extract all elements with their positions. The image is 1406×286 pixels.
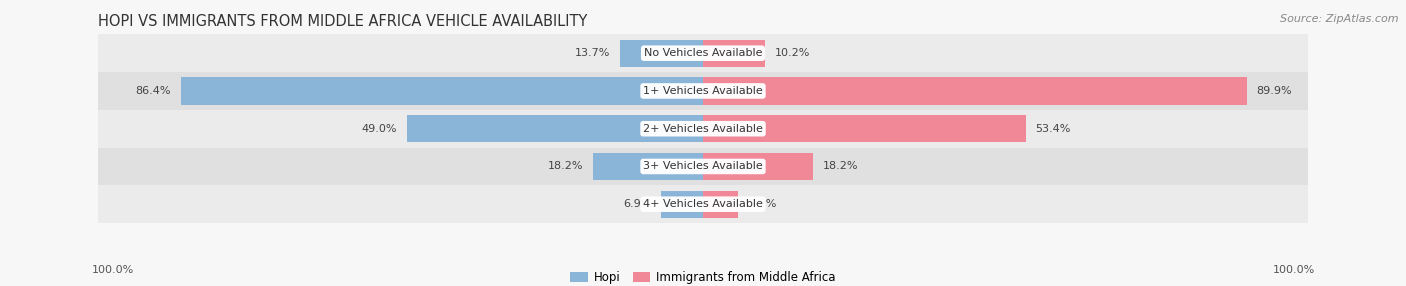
Text: 1+ Vehicles Available: 1+ Vehicles Available: [643, 86, 763, 96]
Bar: [593, 153, 703, 180]
Text: 100.0%: 100.0%: [91, 265, 134, 275]
Bar: [661, 190, 703, 218]
Bar: [98, 148, 1308, 185]
Bar: [703, 153, 813, 180]
Text: 10.2%: 10.2%: [775, 48, 810, 58]
Text: 18.2%: 18.2%: [548, 162, 583, 171]
Bar: [620, 39, 703, 67]
Bar: [98, 72, 1308, 110]
Text: 18.2%: 18.2%: [823, 162, 858, 171]
Text: 89.9%: 89.9%: [1256, 86, 1292, 96]
Text: 49.0%: 49.0%: [361, 124, 396, 134]
Text: 13.7%: 13.7%: [575, 48, 610, 58]
Text: 3+ Vehicles Available: 3+ Vehicles Available: [643, 162, 763, 171]
Bar: [703, 115, 1026, 142]
Bar: [703, 77, 1247, 105]
Text: 5.8%: 5.8%: [748, 199, 776, 209]
Bar: [98, 34, 1308, 72]
Text: HOPI VS IMMIGRANTS FROM MIDDLE AFRICA VEHICLE AVAILABILITY: HOPI VS IMMIGRANTS FROM MIDDLE AFRICA VE…: [98, 14, 588, 29]
Text: No Vehicles Available: No Vehicles Available: [644, 48, 762, 58]
Text: 4+ Vehicles Available: 4+ Vehicles Available: [643, 199, 763, 209]
Bar: [406, 115, 703, 142]
Bar: [180, 77, 703, 105]
Text: 100.0%: 100.0%: [1272, 265, 1315, 275]
Bar: [98, 185, 1308, 223]
Bar: [703, 190, 738, 218]
Bar: [703, 39, 765, 67]
Bar: [98, 110, 1308, 148]
Text: 6.9%: 6.9%: [623, 199, 651, 209]
Text: Source: ZipAtlas.com: Source: ZipAtlas.com: [1281, 14, 1399, 24]
Text: 53.4%: 53.4%: [1035, 124, 1071, 134]
Text: 2+ Vehicles Available: 2+ Vehicles Available: [643, 124, 763, 134]
Legend: Hopi, Immigrants from Middle Africa: Hopi, Immigrants from Middle Africa: [565, 267, 841, 286]
Text: 86.4%: 86.4%: [135, 86, 172, 96]
